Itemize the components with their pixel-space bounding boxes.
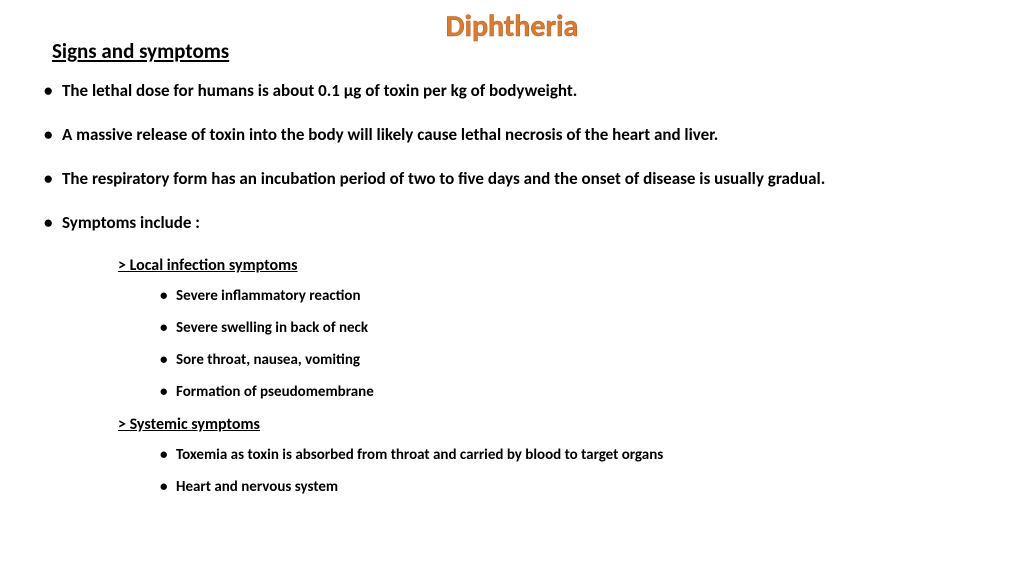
sub-bullet-item: Severe inflammatory reaction	[158, 287, 1004, 305]
sub-list-systemic: Toxemia as toxin is absorbed from throat…	[158, 446, 1004, 496]
sub-bullet-item: Heart and nervous system	[158, 478, 1004, 496]
sub-heading-local: > Local infection symptoms	[118, 256, 1004, 275]
sub-list-local: Severe inflammatory reaction Severe swel…	[158, 287, 1004, 401]
sub-bullet-item: Severe swelling in back of neck	[158, 319, 1004, 337]
sub-bullet-item: Sore throat, nausea, vomiting	[158, 351, 1004, 369]
sub-heading-systemic: > Systemic symptoms	[118, 415, 1004, 434]
section-heading: Signs and symptoms	[52, 38, 229, 64]
bullet-item: Symptoms include :	[40, 212, 1004, 234]
bullet-item: A massive release of toxin into the body…	[40, 124, 1004, 146]
main-bullet-list: The lethal dose for humans is about 0.1 …	[40, 80, 1004, 256]
sub-bullet-item: Toxemia as toxin is absorbed from throat…	[158, 446, 1004, 464]
nested-content: > Local infection symptoms Severe inflam…	[40, 256, 1004, 510]
sub-bullet-item: Formation of pseudomembrane	[158, 383, 1004, 401]
bullet-item: The lethal dose for humans is about 0.1 …	[40, 80, 1004, 102]
bullet-item: The respiratory form has an incubation p…	[40, 168, 1004, 190]
